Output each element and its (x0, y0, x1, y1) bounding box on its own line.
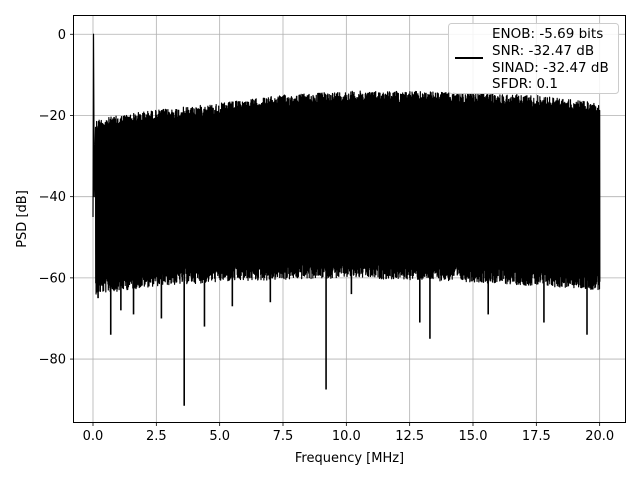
x-tick-label: 12.5 (395, 429, 424, 444)
x-tick-label: 5.0 (209, 429, 230, 444)
legend-entry-enob: ENOB: -5.69 bits (492, 26, 603, 42)
y-axis-label: PSD [dB] (15, 190, 30, 248)
x-tick-label: 15.0 (459, 429, 488, 444)
plot-frame (73, 15, 626, 423)
legend-box (448, 23, 619, 94)
x-tick-label: 10.0 (332, 429, 361, 444)
x-tick-label: 7.5 (273, 429, 294, 444)
legend: ENOB: -5.69 bits SNR: -32.47 dB SINAD: -… (448, 23, 619, 94)
x-tick-label: 2.5 (146, 429, 167, 444)
x-tick-label: 17.5 (522, 429, 551, 444)
legend-entry-sfdr: SFDR: 0.1 (492, 76, 558, 92)
y-tick-label: 0 (58, 28, 66, 43)
legend-entry-sinad: SINAD: -32.47 dB (492, 60, 609, 76)
series-group (92, 33, 601, 406)
y-tick-label: −40 (39, 190, 66, 205)
x-axis-label: Frequency [MHz] (295, 451, 404, 466)
y-tick-label: −60 (39, 271, 66, 286)
x-tick-label: 20.0 (585, 429, 614, 444)
y-tick-label: −20 (39, 109, 66, 124)
y-axis-ticks: 0 −20 −40 −60 −80 (39, 28, 74, 368)
x-axis-ticks: 0.0 2.5 5.0 7.5 10.0 12.5 15.0 17.5 20.0 (83, 422, 614, 444)
y-tick-label: −80 (39, 353, 66, 368)
psd-series-core (95, 107, 600, 254)
x-tick-label: 0.0 (83, 429, 104, 444)
legend-entry-snr: SNR: -32.47 dB (492, 43, 594, 59)
